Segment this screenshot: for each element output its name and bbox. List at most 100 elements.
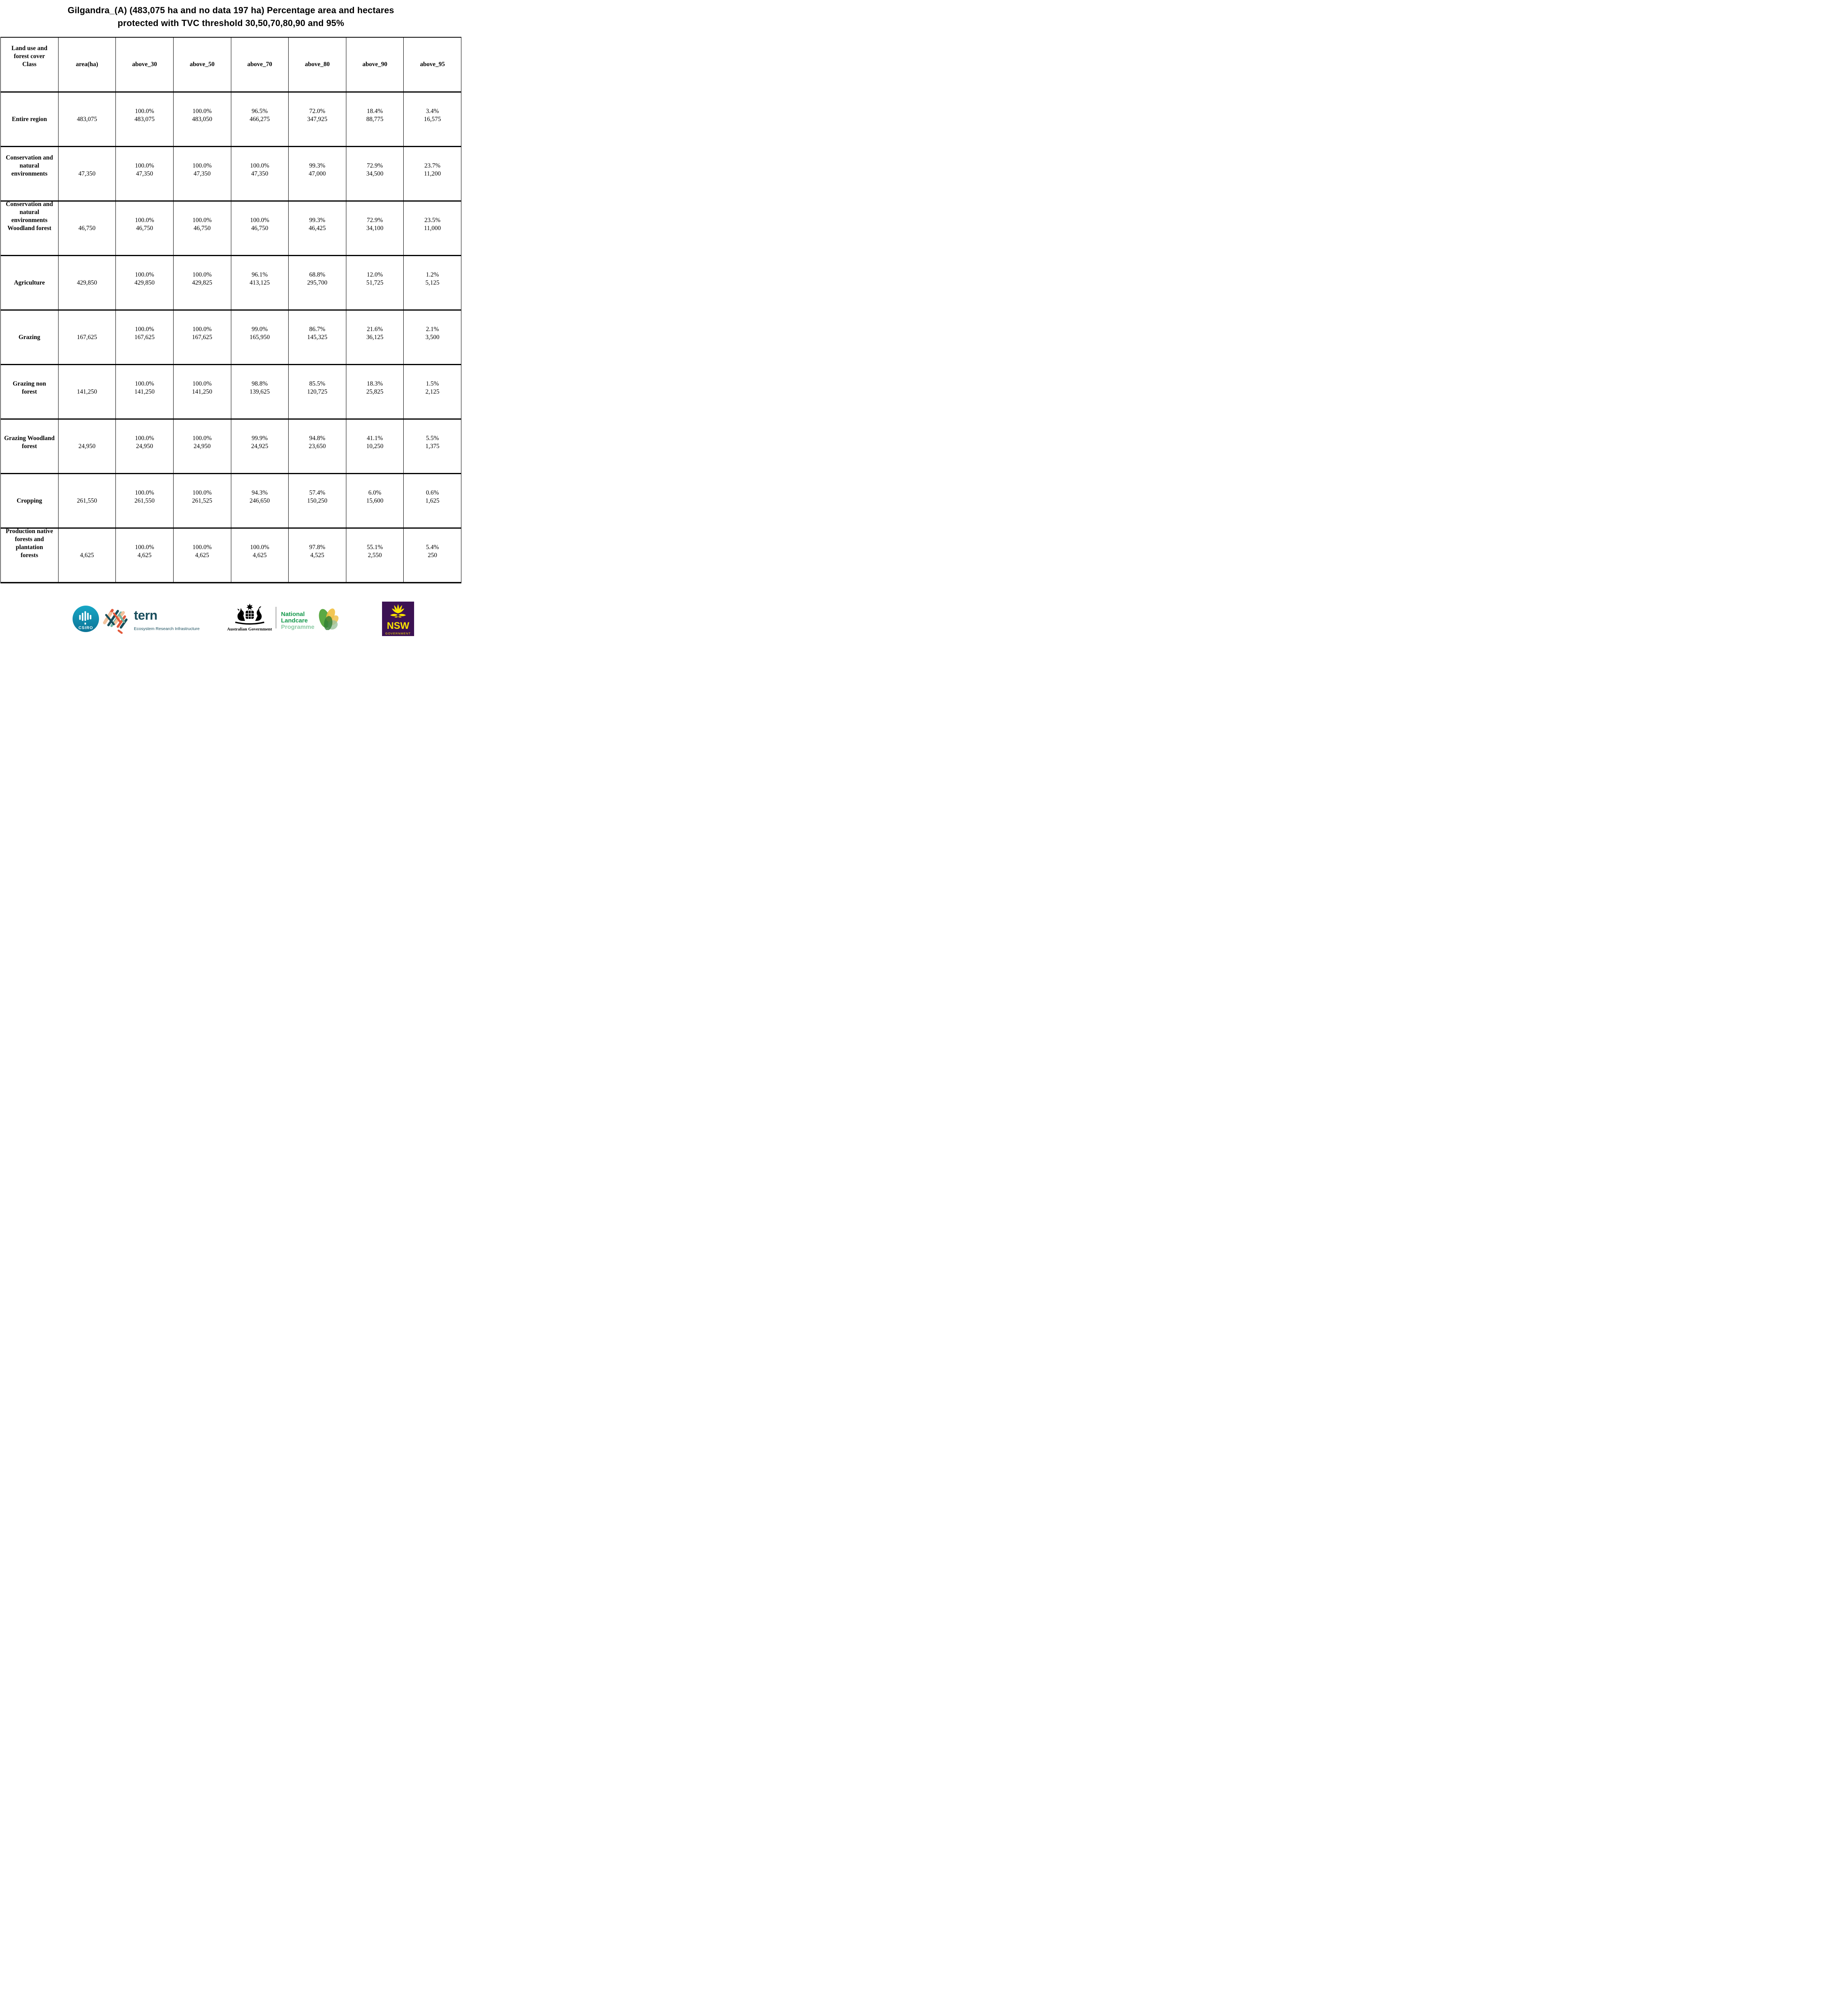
row-label: Grazing non forest <box>0 364 59 419</box>
value-cell: 100.0% 4,625 <box>115 527 174 583</box>
percent-value: 5.5% <box>426 434 439 442</box>
value-cell: 18.4% 88,775 <box>346 91 404 147</box>
row-label: Grazing Woodland forest <box>0 418 59 474</box>
hectares-value: 261,550 <box>134 497 155 504</box>
value-cell: 100.0% 429,825 <box>173 255 231 310</box>
logo-footer: CSIRO tern Ecosystem Research Infrastruc… <box>0 593 462 644</box>
hectares-value: 145,325 <box>307 333 328 341</box>
value-cell: 6.0% 15,600 <box>346 473 404 528</box>
percent-value: 85.5% <box>309 380 326 387</box>
hectares-value: 4,625 <box>253 552 267 559</box>
hectares-value: 51,725 <box>366 279 384 286</box>
hectares-value: 2,125 <box>425 388 440 395</box>
value-cell: 1.5% 2,125 <box>403 364 461 419</box>
value-cell: 100.0% 46,750 <box>115 200 174 256</box>
value-cell: 72.9% 34,500 <box>346 145 404 201</box>
percent-value: 72.9% <box>367 162 383 169</box>
value-cell: 23.5% 11,000 <box>403 200 461 256</box>
value-cell: 100.0% 46,750 <box>173 200 231 256</box>
percent-value: 100.0% <box>192 325 212 333</box>
percent-value: 1.5% <box>426 380 439 387</box>
hectares-value: 2,550 <box>368 552 382 559</box>
percent-value: 99.9% <box>251 434 268 442</box>
hectares-value: 11,000 <box>424 224 441 232</box>
percent-value: 96.5% <box>251 107 268 115</box>
value-cell: 3.4% 16,575 <box>403 91 461 147</box>
table-row: Conservation and natural environments Wo… <box>0 200 461 256</box>
area-cell: 141,250 <box>58 364 116 419</box>
value-cell: 96.5% 466,275 <box>230 91 289 147</box>
hectares-value: 4,625 <box>195 552 209 559</box>
column-header-5: above_80 <box>288 37 346 92</box>
percent-value: 41.1% <box>367 434 383 442</box>
row-label: Conservation and natural environments Wo… <box>0 200 59 256</box>
percent-value: 100.0% <box>250 216 269 224</box>
value-cell: 98.8% 139,625 <box>230 364 289 419</box>
hectares-value: 47,000 <box>309 170 326 177</box>
nsw-government-logo: NSW GOVERNMENT <box>382 602 414 636</box>
value-cell: 85.5% 120,725 <box>288 364 346 419</box>
hectares-value: 165,950 <box>249 333 270 341</box>
percent-value: 100.0% <box>135 380 154 387</box>
table-row: Grazing Woodland forest 24,950 100.0% 24,95… <box>0 418 461 474</box>
hectares-value: 4,525 <box>310 552 324 559</box>
area-cell: 46,750 <box>58 200 116 256</box>
value-cell: 72.0% 347,925 <box>288 91 346 147</box>
hectares-value: 466,275 <box>249 115 270 123</box>
value-cell: 100.0% 141,250 <box>173 364 231 419</box>
value-cell: 100.0% 47,350 <box>115 145 174 201</box>
table-row: Conservation and natural environments 47,… <box>0 145 461 201</box>
table-row: Grazing non forest 141,250 100.0% 141,250 10… <box>0 364 461 419</box>
hectares-value: 120,725 <box>307 388 328 395</box>
value-cell: 97.8% 4,525 <box>288 527 346 583</box>
value-cell: 72.9% 34,100 <box>346 200 404 256</box>
value-cell: 100.0% 4,625 <box>230 527 289 583</box>
hectares-value: 141,250 <box>192 388 212 395</box>
percent-value: 0.6% <box>426 489 439 496</box>
value-cell: 100.0% 261,525 <box>173 473 231 528</box>
percent-value: 100.0% <box>135 434 154 442</box>
percent-value: 96.1% <box>251 271 268 278</box>
australian-government-label: Australian Government <box>227 627 272 632</box>
value-cell: 100.0% 167,625 <box>115 309 174 365</box>
table-row: Entire region 483,075 100.0% 483,075 100.0% 4… <box>0 91 461 147</box>
value-cell: 5.4% 250 <box>403 527 461 583</box>
area-cell: 24,950 <box>58 418 116 474</box>
australian-government-logo: Australian Government <box>216 603 283 632</box>
svg-text:CSIRO: CSIRO <box>79 626 93 630</box>
percent-value: 100.0% <box>192 271 212 278</box>
table-row: Agriculture 429,850 100.0% 429,850 100.0% 429… <box>0 255 461 310</box>
percent-value: 100.0% <box>135 489 154 496</box>
value-cell: 1.2% 5,125 <box>403 255 461 310</box>
hectares-value: 167,625 <box>134 333 155 341</box>
percent-value: 68.8% <box>309 271 326 278</box>
percent-value: 100.0% <box>250 162 269 169</box>
percent-value: 55.1% <box>367 543 383 551</box>
landcare-line1: National <box>281 611 305 618</box>
percent-value: 94.8% <box>309 434 326 442</box>
percent-value: 1.2% <box>426 271 439 278</box>
column-header-7: above_95 <box>403 37 461 92</box>
column-header-2: above_30 <box>115 37 174 92</box>
value-cell: 100.0% 47,350 <box>173 145 231 201</box>
landcare-leaf-icon <box>315 606 340 632</box>
percent-value: 99.3% <box>309 216 326 224</box>
percent-value: 98.8% <box>251 380 268 387</box>
value-cell: 100.0% 46,750 <box>230 200 289 256</box>
area-cell: 429,850 <box>58 255 116 310</box>
percent-value: 86.7% <box>309 325 326 333</box>
value-cell: 100.0% 24,950 <box>173 418 231 474</box>
hectares-value: 23,650 <box>309 442 326 450</box>
hectares-value: 46,425 <box>309 224 326 232</box>
percent-value: 100.0% <box>192 380 212 387</box>
value-cell: 100.0% 24,950 <box>115 418 174 474</box>
row-label: Cropping <box>0 473 59 528</box>
hectares-value: 1,375 <box>425 442 440 450</box>
row-label: Agriculture <box>0 255 59 310</box>
row-label: Conservation and natural environments <box>0 145 59 201</box>
hectares-value: 34,100 <box>366 224 384 232</box>
value-cell: 5.5% 1,375 <box>403 418 461 474</box>
value-cell: 99.0% 165,950 <box>230 309 289 365</box>
percent-value: 23.7% <box>424 162 441 169</box>
value-cell: 55.1% 2,550 <box>346 527 404 583</box>
